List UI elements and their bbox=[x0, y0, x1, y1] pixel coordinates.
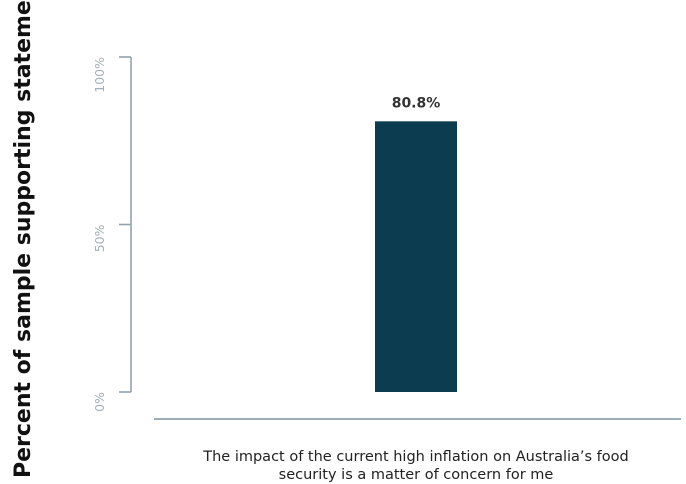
y-axis: 0% 50% 100% bbox=[92, 56, 132, 412]
y-tick-label: 0% bbox=[92, 392, 107, 412]
bar-data-label: 80.8% bbox=[392, 95, 441, 111]
y-axis-label: Percent of sample supporting statement bbox=[11, 0, 36, 478]
x-category-label: security is a matter of concern for me bbox=[279, 467, 554, 483]
y-tick-label: 100% bbox=[92, 57, 107, 93]
bar bbox=[375, 121, 457, 392]
x-axis: The impact of the current high inflation… bbox=[154, 418, 681, 483]
x-category-label: The impact of the current high inflation… bbox=[202, 449, 628, 465]
bars: 80.8% bbox=[375, 95, 457, 392]
y-tick-label: 50% bbox=[92, 224, 107, 252]
